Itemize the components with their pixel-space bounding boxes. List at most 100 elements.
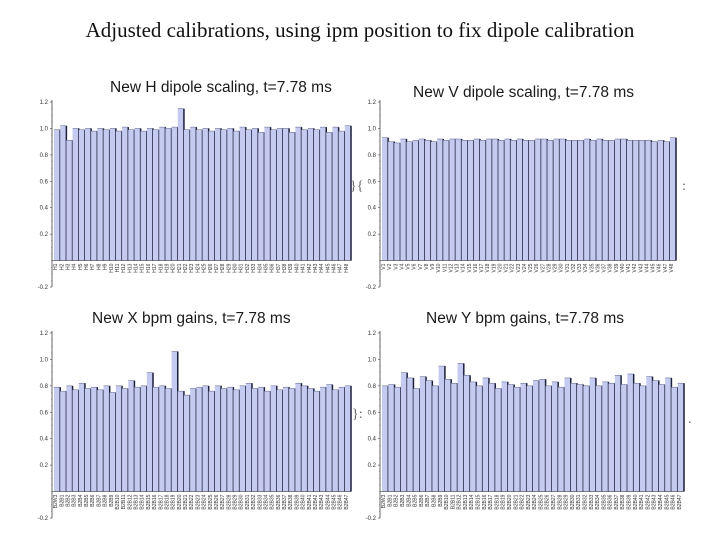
y-tick-label: 1.2 <box>40 100 49 106</box>
category-label: H45 <box>325 263 331 272</box>
category-label: B2B2 <box>65 494 71 506</box>
bar <box>426 380 433 492</box>
bar <box>78 129 85 261</box>
category-label: B2B10 <box>444 494 450 509</box>
category-label: B2B17 <box>158 494 164 509</box>
category-label: B2B15 <box>476 494 482 509</box>
category-label: V47 <box>663 263 669 272</box>
bar <box>258 387 265 492</box>
category-label: V27 <box>540 263 546 272</box>
bar <box>455 139 462 261</box>
bar <box>658 384 666 492</box>
stray-mark: }: <box>352 407 363 422</box>
bar <box>461 140 468 261</box>
category-label: B2B38 <box>288 494 294 509</box>
y-tick-label: 1.2 <box>368 100 377 106</box>
y-tick-label: 0.2 <box>40 463 49 469</box>
category-label: V46 <box>657 263 663 272</box>
category-label: V1 <box>381 263 387 269</box>
bar <box>153 387 160 492</box>
chart-v-dipole-scaling: New V dipole scaling, t=7.78 ms -0.2 0.2 0… <box>350 72 698 297</box>
category-label: B2B26 <box>214 494 220 509</box>
bar <box>470 381 477 492</box>
bar <box>289 132 296 261</box>
bar <box>535 139 542 261</box>
category-label: B2B5 <box>413 494 419 506</box>
category-label: B2B20 <box>177 494 183 509</box>
bar <box>202 385 209 492</box>
category-label: B2B38 <box>620 494 626 509</box>
bar <box>388 141 395 261</box>
category-label: H23 <box>189 263 195 272</box>
bar <box>590 140 597 261</box>
category-label: B2B1 <box>59 494 65 506</box>
bar <box>646 376 653 492</box>
category-label: V43 <box>638 263 644 272</box>
category-label: V28 <box>546 263 552 272</box>
category-label: B2B1 <box>387 494 393 506</box>
category-label: B2B34 <box>263 494 269 509</box>
chart-h-dipole-scaling: New H dipole scaling, t=7.78 ms -0.2 0.2 0… <box>20 72 360 297</box>
bar <box>529 140 536 261</box>
category-label: V15 <box>467 263 473 272</box>
category-label: H15 <box>140 263 146 272</box>
bar <box>60 125 67 261</box>
bar <box>332 389 339 492</box>
stray-mark: }{ <box>350 179 363 194</box>
bar <box>486 139 493 261</box>
bar <box>457 363 464 492</box>
bar <box>467 140 474 261</box>
category-label: B2B24 <box>202 494 208 509</box>
category-label: V4 <box>399 263 405 269</box>
bar <box>564 377 571 492</box>
chart-svg: -0.2 0.2 0.4 0.6 0.8 1.0 1.2 V1 V2 V3 V4 V5 V6 V7 V8 V9… <box>350 100 686 291</box>
category-label: H48 <box>344 263 350 272</box>
bar <box>516 139 523 261</box>
bar <box>412 140 419 261</box>
bar <box>514 387 521 492</box>
category-label: B2B6 <box>90 494 96 506</box>
category-label: H31 <box>239 263 245 272</box>
bar <box>413 388 420 492</box>
category-label: B2B30 <box>570 494 576 509</box>
category-label: B2W3 <box>381 494 387 508</box>
bar <box>252 128 259 261</box>
bar <box>140 385 147 492</box>
bar <box>522 140 529 261</box>
bar <box>140 131 147 261</box>
bar <box>394 142 401 261</box>
y-tick-label: 1.0 <box>40 357 49 363</box>
bar <box>578 140 585 261</box>
y-tick-label: -0.2 <box>38 516 49 522</box>
bar <box>301 385 308 492</box>
bar <box>437 139 444 261</box>
category-label: V21 <box>504 263 510 272</box>
bar <box>227 387 234 492</box>
category-label: B2B14 <box>469 494 475 509</box>
bar <box>539 379 546 492</box>
category-label: H6 <box>84 263 90 270</box>
category-label: V36 <box>595 263 601 272</box>
category-label: V12 <box>448 263 454 272</box>
bar <box>633 383 640 492</box>
category-label: H14 <box>134 263 140 272</box>
category-label: B2B19 <box>501 494 507 509</box>
bar <box>614 139 621 261</box>
bar <box>533 380 540 492</box>
category-label: B2B15 <box>146 494 152 509</box>
bar <box>208 391 215 492</box>
bar <box>584 139 591 261</box>
y-tick-label: 0.4 <box>40 206 49 212</box>
category-label: B2B28 <box>226 494 232 509</box>
y-tick-label: 0.8 <box>40 384 49 390</box>
bar <box>295 383 302 492</box>
bar <box>103 385 110 492</box>
category-label: B2B41 <box>307 494 313 509</box>
category-label: B2B44 <box>325 494 331 509</box>
category-label: B2B36 <box>608 494 614 509</box>
category-label: B2B8 <box>103 494 109 506</box>
bar <box>276 128 283 261</box>
category-label: H41 <box>301 263 307 272</box>
category-label: V41 <box>626 263 632 272</box>
category-label: B2B34 <box>595 494 601 509</box>
